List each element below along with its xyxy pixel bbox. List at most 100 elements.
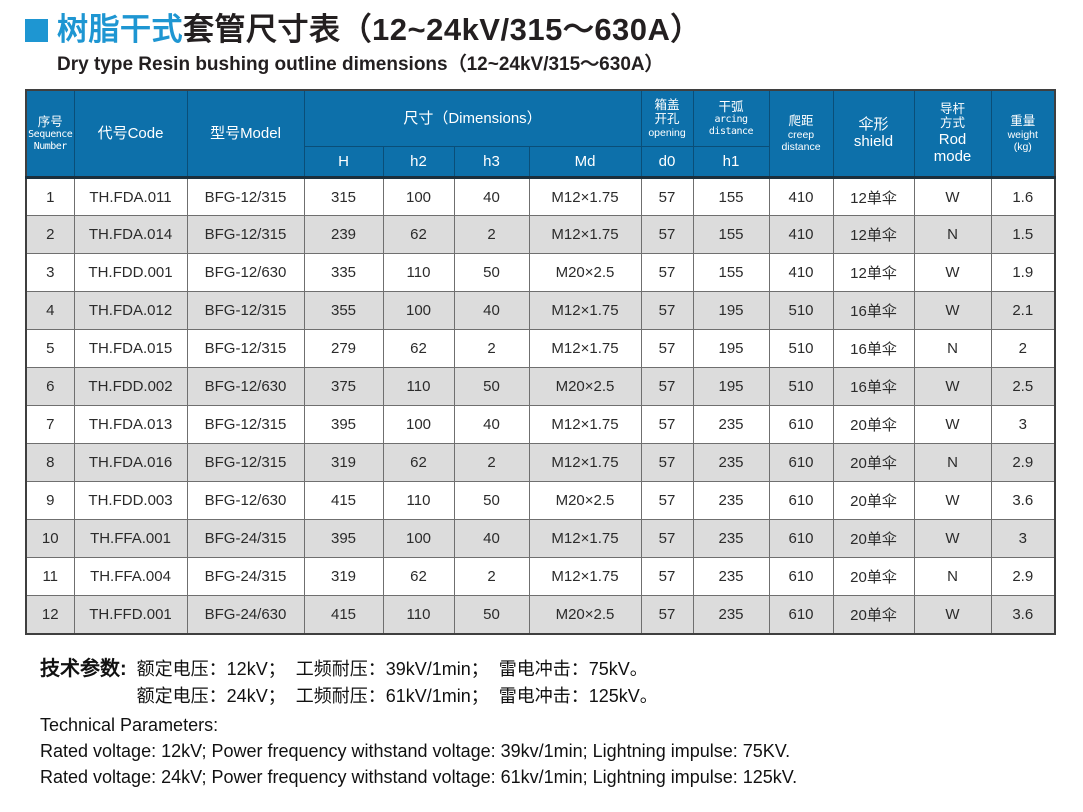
header-sequence-en1: Sequence: [28, 129, 73, 141]
cell-d0: 57: [640, 367, 694, 407]
cell-h1: 235: [692, 443, 770, 483]
header-arcing-distance: 干弧 arcing distance: [692, 89, 770, 148]
cell-h3: 2: [453, 557, 530, 597]
cell-model: BFG-12/315: [186, 215, 305, 255]
params-en-title: Technical Parameters:: [40, 714, 219, 735]
cell-h1: 155: [692, 177, 770, 217]
dimensions-table: 序号 Sequence Number 代号Code 型号Model 尺寸（Dim…: [25, 88, 1056, 635]
technical-params: 技术参数: 额定电压：12kV； 工频耐压：39kV/1min； 雷电冲击：75…: [40, 656, 1058, 710]
cell-h1: 155: [692, 253, 770, 293]
cell-rod: W: [913, 595, 992, 635]
cell-d0: 57: [640, 329, 694, 369]
header-shield-zh: 伞形: [858, 116, 889, 134]
cell-h1: 195: [692, 291, 770, 331]
header-weight: 重量 weight (kg): [990, 89, 1056, 179]
table-row: 8 TH.FDA.016 BFG-12/315 319 62 2 M12×1.75 57 235…: [25, 443, 1056, 483]
cell-h3: 2: [453, 443, 530, 483]
params-line-1: 额定电压：12kV； 工频耐压：39kV/1min； 雷电冲击：75kV。: [136, 658, 648, 679]
cell-model: BFG-12/630: [186, 481, 305, 521]
cell-Md: M12×1.75: [528, 443, 642, 483]
cell-h1: 235: [692, 519, 770, 559]
header-rod-zh2: 方式: [939, 116, 965, 131]
cell-h3: 2: [453, 329, 530, 369]
cell-h3: 50: [453, 481, 530, 521]
cell-model: BFG-12/315: [186, 291, 305, 331]
cell-code: TH.FDD.002: [73, 367, 188, 407]
cell-rod: N: [913, 215, 992, 255]
cell-h2: 100: [382, 405, 455, 445]
cell-h2: 110: [382, 481, 455, 521]
cell-model: BFG-24/315: [186, 519, 305, 559]
cell-h3: 50: [453, 595, 530, 635]
table-row: 9 TH.FDD.003 BFG-12/630 415 110 50 M20×2.5 57 23…: [25, 481, 1056, 521]
cell-creep: 410: [768, 215, 834, 255]
cell-h3: 40: [453, 291, 530, 331]
cell-d0: 57: [640, 291, 694, 331]
cell-d0: 57: [640, 253, 694, 293]
cell-creep: 610: [768, 519, 834, 559]
cell-h1: 235: [692, 481, 770, 521]
cell-Md: M12×1.75: [528, 519, 642, 559]
cell-code: TH.FDA.014: [73, 215, 188, 255]
cell-rod: W: [913, 177, 992, 217]
cell-h1: 235: [692, 595, 770, 635]
header-sequence-number: 序号 Sequence Number: [25, 89, 75, 179]
cell-seq: 3: [25, 253, 75, 293]
cell-H: 395: [303, 519, 384, 559]
params-lines: 额定电压：12kV； 工频耐压：39kV/1min； 雷电冲击：75kV。 额定…: [137, 656, 658, 710]
cell-creep: 610: [768, 443, 834, 483]
header-creep-distance: 爬距 creep distance: [768, 89, 834, 179]
header-shield: 伞形 shield: [832, 89, 915, 179]
cell-seq: 11: [25, 557, 75, 597]
cell-d0: 57: [640, 519, 694, 559]
cell-seq: 1: [25, 177, 75, 217]
cell-h2: 100: [382, 291, 455, 331]
cell-weight: 2.5: [990, 367, 1056, 407]
bullet-square-icon: [25, 19, 48, 42]
cell-h3: 50: [453, 253, 530, 293]
cell-code: TH.FDA.011: [73, 177, 188, 217]
cell-d0: 57: [640, 177, 694, 217]
cell-h1: 235: [692, 405, 770, 445]
cell-seq: 9: [25, 481, 75, 521]
cell-creep: 410: [768, 253, 834, 293]
cell-d0: 57: [640, 215, 694, 255]
table-row: 12 TH.FFD.001 BFG-24/630 415 110 50 M20×2.5 57 2…: [25, 595, 1056, 635]
header-model: 型号Model: [186, 89, 305, 179]
cell-model: BFG-12/315: [186, 405, 305, 445]
header-arcing-zh: 干弧: [718, 99, 744, 114]
cell-shield: 20单伞: [832, 443, 915, 483]
cell-seq: 12: [25, 595, 75, 635]
cell-H: 239: [303, 215, 384, 255]
table-row: 4 TH.FDA.012 BFG-12/315 355 100 40 M12×1.75 57 1…: [25, 291, 1056, 331]
cell-shield: 16单伞: [832, 329, 915, 369]
cell-h1: 195: [692, 329, 770, 369]
cell-creep: 510: [768, 367, 834, 407]
cell-h2: 62: [382, 557, 455, 597]
cell-weight: 2: [990, 329, 1056, 369]
cell-H: 335: [303, 253, 384, 293]
cell-code: TH.FDD.003: [73, 481, 188, 521]
cell-Md: M12×1.75: [528, 291, 642, 331]
header-opening-en: opening: [648, 126, 686, 139]
cell-model: BFG-24/315: [186, 557, 305, 597]
cell-H: 355: [303, 291, 384, 331]
header-dim-H: H: [303, 146, 384, 179]
table-row: 10 TH.FFA.001 BFG-24/315 395 100 40 M12×1.75 57…: [25, 519, 1056, 559]
cell-rod: W: [913, 253, 992, 293]
cell-seq: 8: [25, 443, 75, 483]
cell-h2: 110: [382, 595, 455, 635]
header-arcing-en2: distance: [708, 125, 754, 137]
cell-weight: 2.1: [990, 291, 1056, 331]
cell-Md: M12×1.75: [528, 177, 642, 217]
table-row: 2 TH.FDA.014 BFG-12/315 239 62 2 M12×1.75 57 155…: [25, 215, 1056, 255]
cell-d0: 57: [640, 481, 694, 521]
technical-params-en: Technical Parameters: Rated voltage: 12k…: [40, 714, 1058, 790]
cell-rod: W: [913, 367, 992, 407]
cell-seq: 10: [25, 519, 75, 559]
header-arcing-en1: arcing: [714, 114, 748, 126]
header-code: 代号Code: [73, 89, 188, 179]
table-header: 序号 Sequence Number 代号Code 型号Model 尺寸（Dim…: [25, 89, 1056, 179]
cell-Md: M20×2.5: [528, 481, 642, 521]
